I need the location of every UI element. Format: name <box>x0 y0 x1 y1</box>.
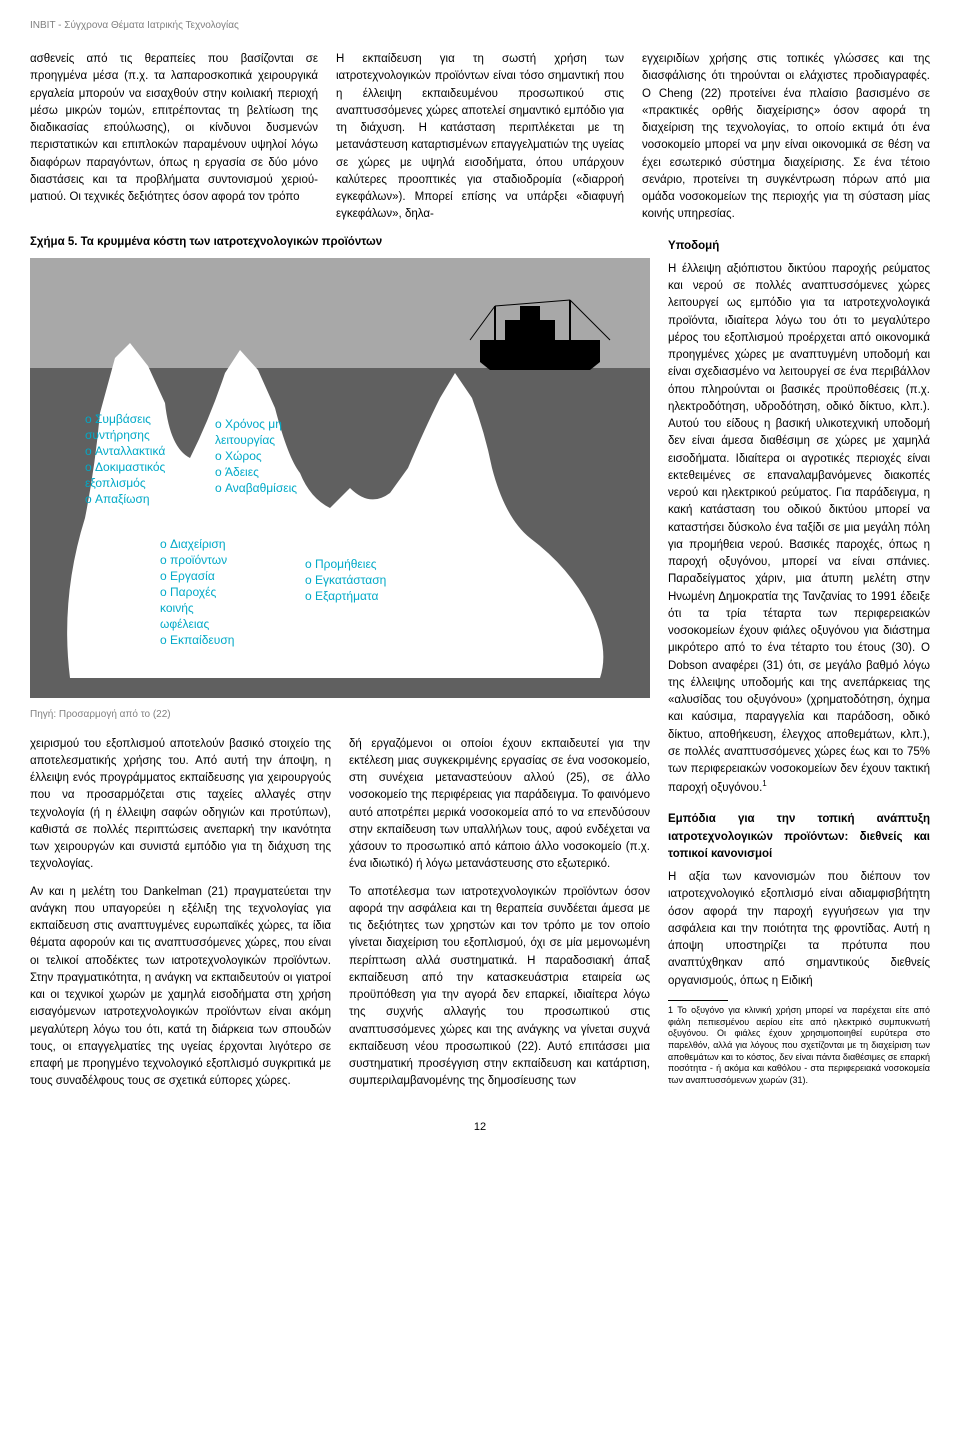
svg-text:o Εργασία: o Εργασία <box>160 569 215 583</box>
lower-left-column: χειρισμού του εξοπλισμού αποτελούν βασικ… <box>30 736 331 1101</box>
figure-source: Πηγή: Προσαρμογή από το (22) <box>30 709 650 720</box>
svg-text:o προϊόντων: o προϊόντων <box>160 553 227 567</box>
column-2-top: Η εκπαίδευση για τη σωστή χρήση των ιατρ… <box>336 51 624 224</box>
svg-text:o Διαχείριση: o Διαχείριση <box>160 537 226 551</box>
top-three-columns: ασθενείς από τις θεραπείες που βασίζοντα… <box>30 51 930 224</box>
page-header: INBIT - Σύγχρονα Θέματα Ιατρικής Τεχνολο… <box>30 20 930 31</box>
svg-text:o Εκπαίδευση: o Εκπαίδευση <box>160 633 234 647</box>
svg-text:o Δοκιμαστικός: o Δοκιμαστικός <box>85 460 166 474</box>
right-column: Υποδομή Η έλλειψη αξιόπιστου δικτύου παρ… <box>668 224 930 1101</box>
svg-text:o Χώρος: o Χώρος <box>215 449 262 463</box>
svg-text:o Προμήθειες: o Προμήθειες <box>305 557 377 571</box>
svg-text:o Χρόνος μη: o Χρόνος μη <box>215 417 282 431</box>
lower-two-columns: χειρισμού του εξοπλισμού αποτελούν βασικ… <box>30 736 650 1101</box>
column-3-top: εγχειριδίων χρήσης στις τοπικές γλώσσες … <box>642 51 930 224</box>
svg-text:συντήρησης: συντήρησης <box>85 428 150 442</box>
barriers-paragraph: Η αξία των κανονισμών που διέπουν τον ια… <box>668 869 930 990</box>
svg-text:o Άδειες: o Άδειες <box>215 465 259 479</box>
column-1-top: ασθενείς από τις θεραπείες που βασίζοντα… <box>30 51 318 224</box>
figure-5-caption: Σχήμα 5. Τα κρυμμένα κόστη των ιατροτεχν… <box>30 236 650 248</box>
left-figure-and-text: Σχήμα 5. Τα κρυμμένα κόστη των ιατροτεχν… <box>30 224 650 1101</box>
iceberg-figure: o Συμβάσεις συντήρησης o Ανταλλακτικά o Δο… <box>30 258 650 720</box>
svg-text:εξοπλισμός: εξοπλισμός <box>85 476 146 490</box>
page-number: 12 <box>30 1121 930 1133</box>
mid-para-2: Το αποτέλεσμα των ιατροτεχνολογικών προϊ… <box>349 884 650 1091</box>
svg-text:o Συμβάσεις: o Συμβάσεις <box>85 412 151 426</box>
svg-text:o Παροχές: o Παροχές <box>160 585 216 599</box>
iceberg-svg: o Συμβάσεις συντήρησης o Ανταλλακτικά o Δο… <box>30 258 650 698</box>
svg-text:o Εγκατάσταση: o Εγκατάσταση <box>305 573 386 587</box>
subheading-infrastructure: Υποδομή <box>668 238 930 255</box>
svg-text:o Εξαρτήματα: o Εξαρτήματα <box>305 589 378 603</box>
mid-para-1: δή εργαζόμενοι οι οποίοι έχουν εκπαιδευτ… <box>349 736 650 874</box>
svg-text:κοινής: κοινής <box>160 601 194 615</box>
subheading-barriers: Εμπόδια για την τοπική ανάπτυξη ιατροτεχ… <box>668 811 930 863</box>
svg-text:o Αναβαθμίσεις: o Αναβαθμίσεις <box>215 481 297 495</box>
svg-text:o Ανταλλακτικά: o Ανταλλακτικά <box>85 444 165 458</box>
left-para-2: Αν και η μελέτη του Dankelman (21) πραγμ… <box>30 884 331 1091</box>
svg-text:o Απαξίωση: o Απαξίωση <box>85 492 150 506</box>
svg-text:ωφέλειας: ωφέλειας <box>160 617 209 631</box>
footnote-1: 1 Το οξυγόνο για κλινική χρήση μπορεί να… <box>668 1005 930 1087</box>
lower-mid-column: δή εργαζόμενοι οι οποίοι έχουν εκπαιδευτ… <box>349 736 650 1101</box>
infrastructure-paragraph: Η έλλειψη αξιόπιστου δικτύου παροχής ρεύ… <box>668 261 930 798</box>
svg-text:λειτουργίας: λειτουργίας <box>215 433 275 447</box>
left-para-1: χειρισμού του εξοπλισμού αποτελούν βασικ… <box>30 736 331 874</box>
